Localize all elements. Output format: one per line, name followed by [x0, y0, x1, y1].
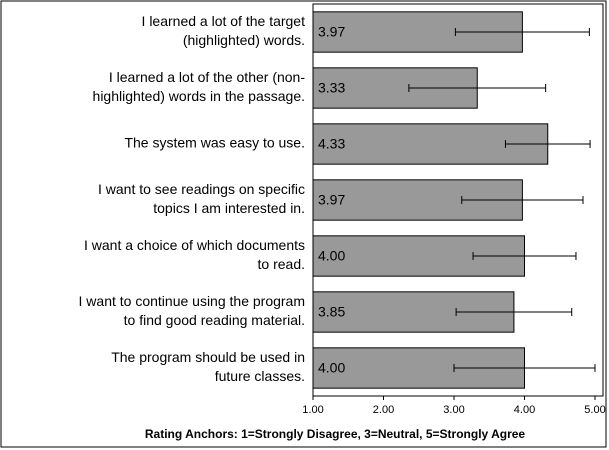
error-bar — [455, 308, 573, 316]
category-label: future classes. — [215, 368, 305, 384]
error-bar — [472, 252, 577, 260]
error-bar — [408, 84, 547, 92]
x-tick-label: 2.00 — [373, 404, 394, 416]
category-label: I want to see readings on specific — [98, 181, 305, 197]
x-tick-label: 5.00 — [584, 404, 605, 416]
x-axis-title: Rating Anchors: 1=Strongly Disagree, 3=N… — [145, 427, 526, 441]
value-label: 4.00 — [318, 248, 345, 264]
error-bar — [454, 28, 590, 36]
category-label: I want to continue using the program — [79, 293, 305, 309]
category-label: The program should be used in — [111, 349, 305, 365]
value-label: 3.85 — [318, 304, 345, 320]
error-bar — [453, 364, 596, 372]
category-label: I learned a lot of the target — [142, 13, 306, 29]
category-label: The system was easy to use. — [124, 135, 305, 151]
category-label: I learned a lot of the other (non- — [109, 69, 305, 85]
value-label: 4.33 — [318, 136, 345, 152]
x-tick-label: 3.00 — [443, 404, 464, 416]
value-label: 3.97 — [318, 24, 345, 40]
category-label: I want a choice of which documents — [84, 237, 305, 253]
error-bar — [461, 196, 584, 204]
category-label: to find good reading material. — [124, 312, 305, 328]
x-tick-label: 4.00 — [514, 404, 535, 416]
error-bar — [504, 140, 591, 148]
value-label: 3.33 — [318, 80, 345, 96]
category-label: to read. — [258, 256, 305, 272]
value-label: 3.97 — [318, 192, 345, 208]
x-tick-label: 1.00 — [302, 404, 323, 416]
value-label: 4.00 — [318, 360, 345, 376]
category-label: (highlighted) words. — [183, 32, 305, 48]
category-label: topics I am interested in. — [153, 200, 305, 216]
category-label: highlighted) words in the passage. — [93, 88, 305, 104]
